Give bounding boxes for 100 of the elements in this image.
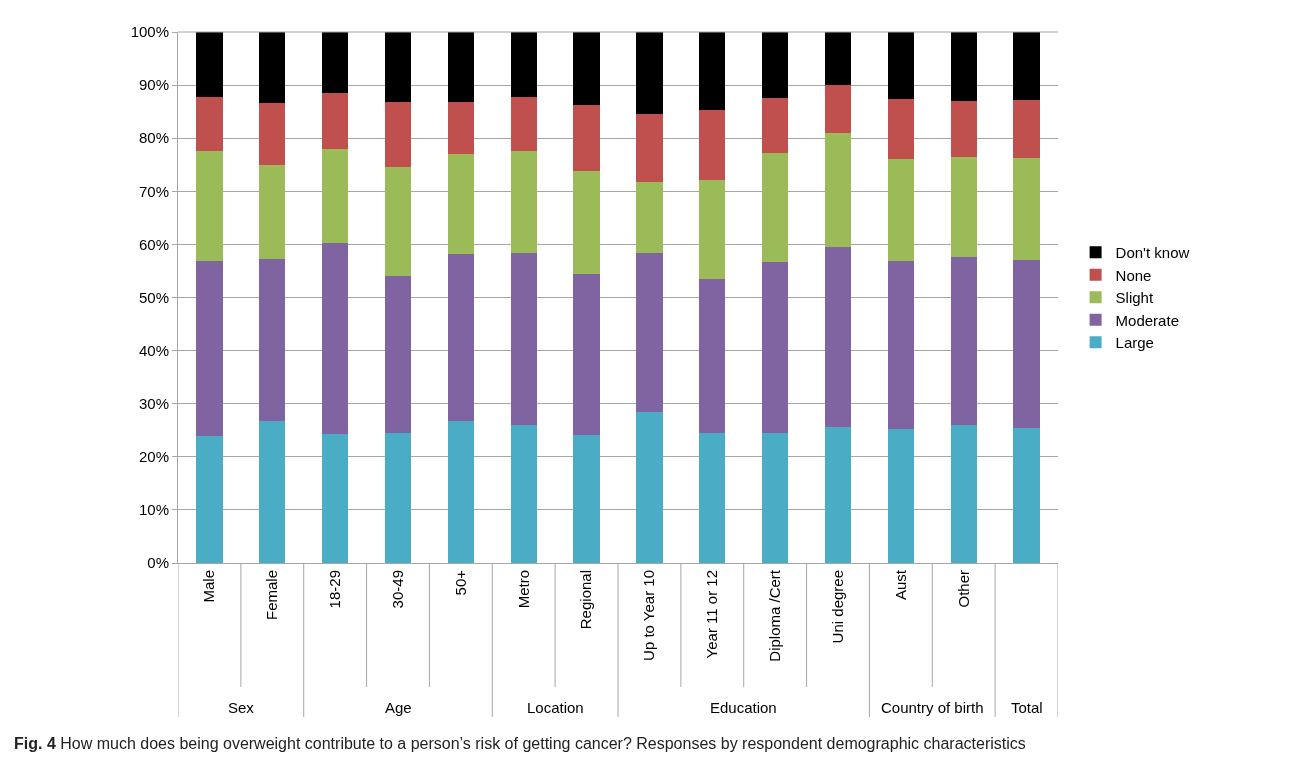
legend-label: None [1115, 266, 1152, 284]
bar [573, 434, 600, 563]
x-tick-label: Uni degree [828, 570, 846, 644]
bar [887, 158, 915, 261]
bar [699, 109, 726, 180]
text: Total [1011, 699, 1043, 716]
y-tick-label: 10% [138, 501, 169, 519]
text: Age [385, 699, 412, 716]
bar [573, 171, 600, 274]
bar [573, 273, 600, 435]
y-tick-label: 0% [147, 554, 169, 572]
y-tick-label: 30% [138, 394, 169, 412]
bar [196, 261, 223, 436]
x-tick-label: Year 11 or 12 [703, 570, 721, 659]
bar [761, 153, 789, 263]
x-tick-label: Aust [891, 569, 909, 601]
bar [510, 96, 537, 151]
bar [196, 150, 223, 262]
bar [510, 424, 537, 563]
bar [510, 252, 537, 425]
text: Location [527, 699, 584, 716]
bar [196, 435, 223, 563]
bar [950, 32, 977, 102]
bar [196, 96, 223, 151]
bar [950, 156, 977, 258]
x-tick-label: Male [200, 570, 218, 603]
y-tick-label: 70% [138, 182, 169, 200]
bar [573, 104, 600, 172]
bar [384, 167, 412, 277]
bar [887, 98, 915, 159]
y-tick-label: 20% [138, 448, 169, 466]
y-tick-label: 90% [138, 76, 169, 94]
bar [1013, 158, 1040, 260]
bar [447, 154, 475, 255]
bar [636, 32, 663, 115]
x-tick-label: Up to Year 10 [640, 570, 658, 661]
bar [887, 429, 915, 563]
bar [761, 32, 789, 98]
legend-label: Don't know [1115, 244, 1190, 262]
bar [950, 257, 977, 426]
bar [636, 114, 663, 182]
x-tick-label: 50+ [451, 569, 469, 596]
bar [761, 433, 789, 563]
bar [761, 262, 789, 434]
bar [1013, 99, 1040, 159]
bar [321, 148, 349, 243]
bar [447, 101, 475, 155]
bar [636, 181, 663, 253]
bar [321, 92, 349, 149]
bar [887, 32, 915, 99]
y-tick-label: 50% [138, 288, 169, 306]
bar [384, 433, 412, 563]
bar [510, 150, 537, 253]
caption: Fig. 4 How much does being overweight contribute to a person’s risk of getting cancer? Responses by respondent demographic characteristics [14, 735, 1026, 752]
bar [699, 433, 726, 563]
bar [636, 411, 663, 563]
bar [259, 420, 286, 563]
bar [887, 260, 915, 430]
bar [384, 276, 412, 434]
bar [384, 101, 412, 168]
x-tick-label: Female [263, 570, 281, 621]
bar [699, 278, 726, 434]
y-tick-label: 60% [138, 235, 169, 253]
x-tick-label: Diploma /Cert [766, 569, 784, 662]
bar [447, 32, 475, 102]
bar [824, 426, 852, 563]
text: Sex [228, 699, 255, 716]
bar [824, 32, 852, 86]
bar [259, 164, 286, 259]
x-tick-label: Regional [577, 570, 595, 630]
y-tick-label: 100% [130, 23, 169, 41]
bar [447, 254, 475, 422]
bar [824, 132, 852, 247]
bar [824, 246, 852, 427]
x-tick-label: Other [954, 570, 972, 608]
bar [321, 32, 349, 93]
bar [636, 252, 663, 412]
bar [510, 32, 537, 97]
bar [259, 32, 286, 103]
bar [321, 433, 349, 563]
text: Education [710, 699, 777, 716]
bar [447, 421, 475, 563]
text: Country of birth [881, 699, 984, 716]
bar [824, 85, 852, 133]
bar [1013, 428, 1040, 563]
bar [699, 32, 726, 110]
y-tick-label: 40% [138, 341, 169, 359]
bar [1013, 32, 1040, 100]
x-tick-label: Metro [514, 570, 532, 609]
bar [699, 179, 726, 279]
bar [196, 32, 223, 97]
bar [950, 425, 977, 563]
legend-label: Slight [1115, 289, 1154, 307]
legend-label: Moderate [1115, 311, 1179, 329]
x-tick-label: 30-49 [388, 570, 406, 609]
x-tick-label: 18-29 [326, 570, 344, 609]
bar [950, 101, 977, 157]
y-tick-label: 80% [138, 129, 169, 147]
legend-label: Large [1115, 334, 1154, 352]
bar [321, 242, 349, 434]
